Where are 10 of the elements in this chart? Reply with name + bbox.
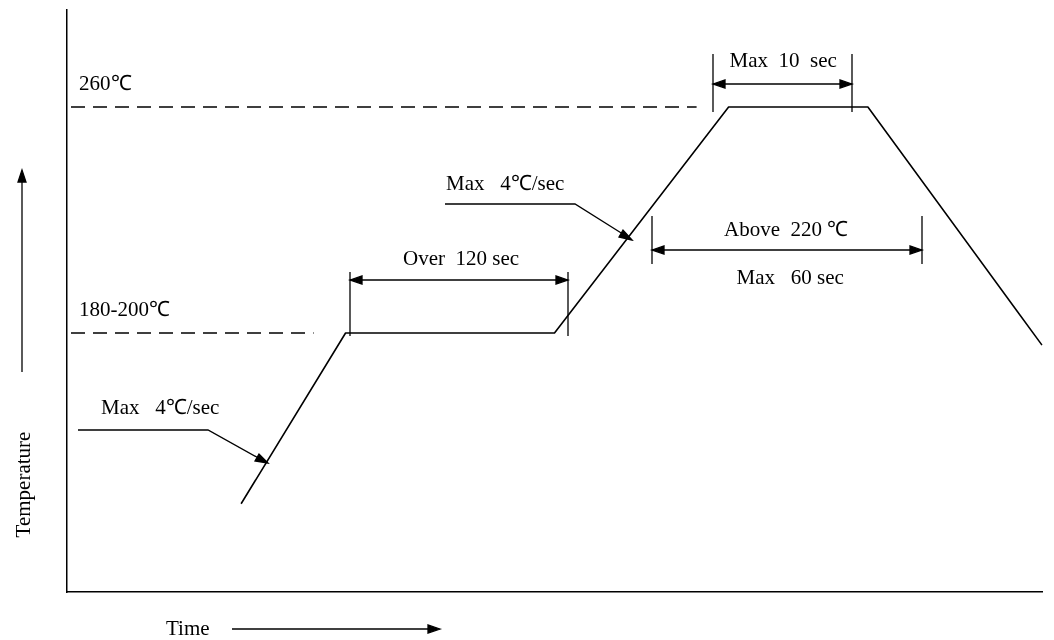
annotation: Above 220 ℃ [724,216,849,241]
annotation: Max 4℃/sec [101,394,220,419]
ref-line-label: 180-200℃ [79,297,170,322]
annotation: Max 60 sec [736,264,844,289]
y-axis-title: Temperature [11,431,36,537]
annotation: Over 120 sec [403,245,520,270]
x-axis-title: Time [166,615,210,640]
text: Max 10 sec [729,47,837,72]
annotation: Max 4℃/sec [446,170,565,195]
ref-line-label: 260℃ [79,71,132,96]
